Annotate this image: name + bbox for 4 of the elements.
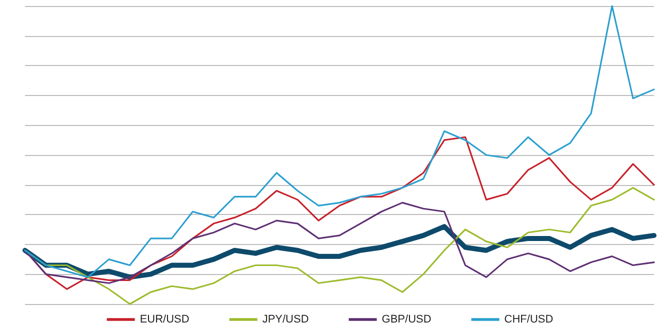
legend-label: EUR/USD <box>140 314 190 326</box>
legend-label: JPY/USD <box>262 314 309 326</box>
legend-label: GBP/USD <box>382 314 432 326</box>
legend-label: CHF/USD <box>504 314 554 326</box>
